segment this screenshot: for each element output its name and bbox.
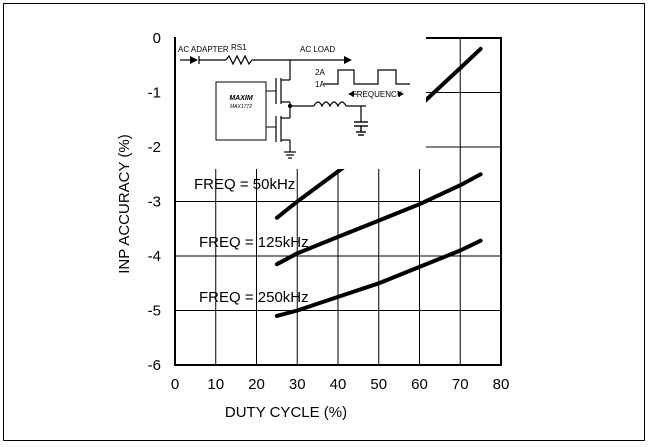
inset-frequency-label: FREQUENCY: [352, 90, 403, 99]
tick-labels: 0 10 20 30 40 50 60 70 80 0 -1 -2 -3 -4 -5 -6: [148, 30, 510, 393]
inset-2a-label: 2A: [315, 68, 325, 77]
load-waveform: [324, 69, 410, 85]
x-tick-label: 50: [370, 376, 387, 393]
x-tick-label: 70: [452, 376, 469, 393]
inset-rs1-label: RS1: [231, 43, 247, 52]
y-tick-label: -1: [148, 85, 161, 102]
ground-icon: [284, 151, 296, 159]
inset-ac-adapter-label: AC ADAPTER: [178, 45, 229, 54]
circuit-inset: AC ADAPTER RS1 AC LOAD MAXIM MAX1772: [176, 37, 426, 169]
y-axis-label: INP ACCURACY (%): [116, 134, 133, 273]
frequency-arrow-right-icon: [398, 91, 404, 97]
x-tick-label: 30: [289, 376, 306, 393]
x-axis-label: DUTY CYCLE (%): [225, 404, 347, 421]
annotation-freq-50khz: FREQ = 50kHz: [194, 176, 295, 193]
inset-ac-load-label: AC LOAD: [300, 45, 335, 54]
x-tick-label: 20: [248, 376, 265, 393]
frequency-arrow-left-icon: [348, 91, 354, 97]
x-tick-label: 0: [171, 376, 179, 393]
inductor-icon: [313, 101, 347, 108]
chip-part: MAX1772: [230, 104, 252, 110]
annotation-freq-125khz: FREQ = 125kHz: [199, 234, 309, 251]
diode-icon: [190, 56, 198, 64]
chip-brand: MAXIM: [229, 95, 253, 102]
series-line-2: [274, 238, 483, 318]
chart: 0 10 20 30 40 50 60 70 80 0 -1 -2 -3 -4 -5 -6 DUTY CYCL…: [116, 30, 510, 421]
x-tick-label: 80: [493, 376, 510, 393]
annotation-freq-250khz: FREQ = 250kHz: [199, 289, 309, 306]
figure-frame: 0 10 20 30 40 50 60 70 80 0 -1 -2 -3 -4 -5 -6 DUTY CYCL…: [3, 3, 645, 441]
y-tick-label: 0: [153, 30, 161, 47]
series-line-1: [274, 172, 483, 267]
y-tick-label: -2: [148, 139, 161, 156]
x-tick-label: 40: [330, 376, 347, 393]
resistor-icon: [225, 54, 253, 66]
x-tick-label: 10: [207, 376, 224, 393]
y-tick-label: -5: [148, 303, 161, 320]
y-tick-label: -3: [148, 194, 161, 211]
ac-load-arrow-icon: [344, 56, 352, 64]
inset-1a-label: 1A: [315, 80, 325, 89]
y-tick-label: -6: [148, 357, 161, 374]
y-tick-label: -4: [148, 248, 161, 265]
capacitor-icon: [354, 121, 368, 136]
chip-icon: [215, 81, 267, 141]
inset-background: [176, 37, 426, 169]
x-tick-label: 60: [411, 376, 428, 393]
